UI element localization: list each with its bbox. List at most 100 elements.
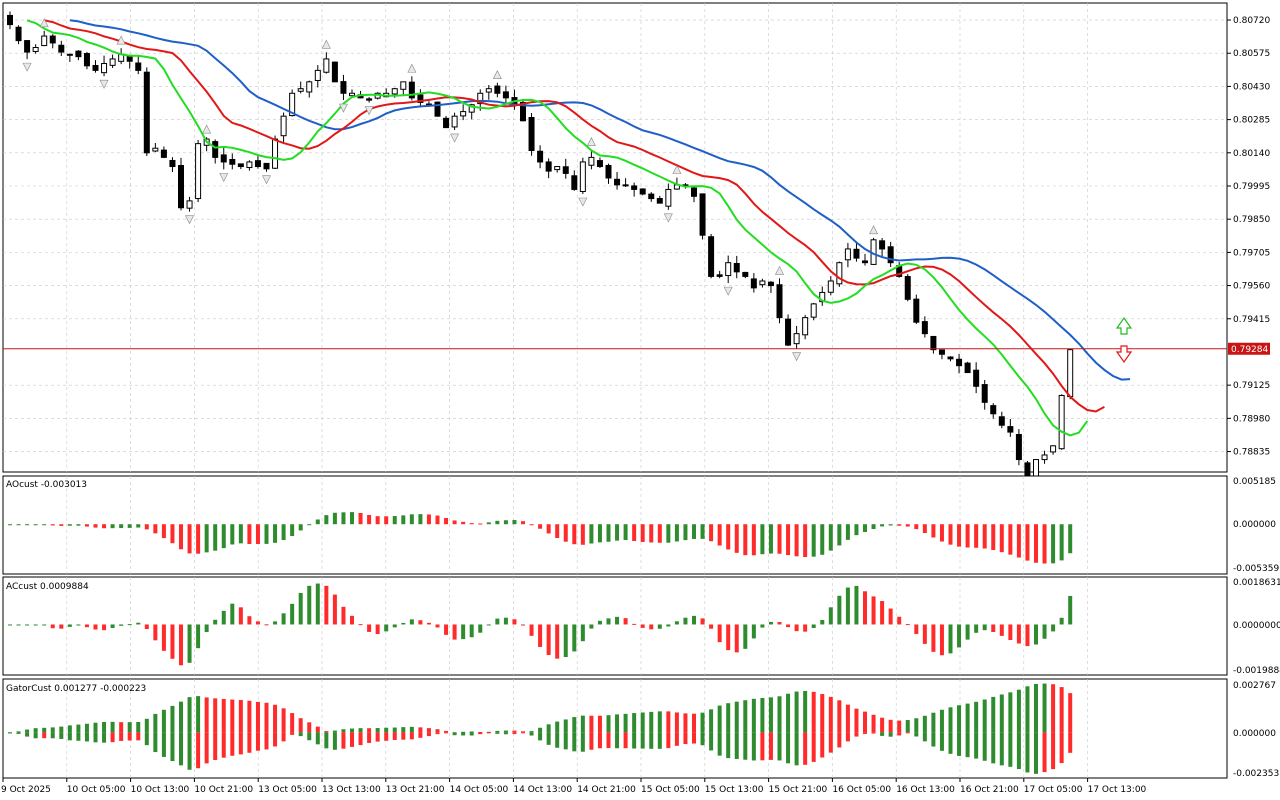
gator-upper-bar bbox=[1008, 692, 1013, 733]
ac-bar bbox=[743, 624, 748, 649]
ac-panel[interactable]: ACcust 0.0009884 bbox=[2, 576, 1228, 676]
fractal-down-icon bbox=[22, 62, 32, 72]
time-axis-label: 14 Oct 21:00 bbox=[577, 785, 636, 795]
gator-upper-bar bbox=[503, 730, 508, 733]
gator-upper-bar bbox=[674, 712, 679, 733]
fractal-up-icon bbox=[869, 225, 879, 235]
ac-bar bbox=[734, 624, 739, 653]
gator-upper-bar bbox=[632, 713, 637, 733]
ac-bar bbox=[751, 624, 756, 639]
gator-upper-bar bbox=[119, 722, 124, 733]
gator-upper-bar bbox=[435, 729, 440, 733]
ac-bar bbox=[931, 624, 936, 652]
bear-candle bbox=[596, 160, 603, 168]
ao-bar bbox=[700, 524, 705, 539]
gator-lower-bar bbox=[657, 732, 662, 749]
ao-bar bbox=[965, 524, 970, 548]
gator-upper-bar bbox=[281, 708, 286, 733]
gator-lower-bar bbox=[974, 732, 979, 759]
ao-bar bbox=[213, 524, 218, 551]
price-axis[interactable]: 0.80720 0.80575 0.80430 0.80285 0.80140 0.799… bbox=[1227, 16, 1270, 458]
bear-candle bbox=[656, 198, 663, 204]
ao-bar bbox=[461, 521, 466, 525]
gator-lower-bar bbox=[67, 732, 72, 741]
bear-candle bbox=[58, 44, 65, 53]
ac-bar bbox=[692, 615, 696, 625]
bull-candle bbox=[460, 111, 467, 117]
gator-upper-bar bbox=[794, 691, 799, 733]
fractal-markers bbox=[22, 18, 1041, 499]
gator-upper-bar bbox=[555, 721, 560, 733]
ao-bar bbox=[196, 524, 201, 554]
gator-upper-bar bbox=[367, 728, 372, 733]
gator-lower-bar bbox=[298, 732, 303, 737]
bull-candle bbox=[272, 138, 279, 169]
bear-candle bbox=[434, 101, 441, 117]
gator-lower-bar bbox=[230, 732, 235, 756]
ao-bar bbox=[563, 524, 568, 542]
ao-bar bbox=[324, 515, 329, 525]
ao-bar bbox=[546, 524, 551, 534]
bear-candle bbox=[83, 53, 90, 67]
ac-bar bbox=[42, 624, 47, 626]
price-axis-label: 0.80285 bbox=[1233, 116, 1270, 126]
ac-bar bbox=[281, 613, 286, 625]
bear-candle bbox=[15, 26, 22, 42]
ao-axis-max: 0.005185 bbox=[1233, 477, 1276, 487]
bear-candle bbox=[229, 158, 236, 165]
fractal-up-icon bbox=[492, 70, 502, 80]
ac-bar bbox=[854, 585, 859, 625]
bull-candle bbox=[1058, 394, 1065, 450]
ac-bar bbox=[324, 585, 329, 625]
gator-upper-bar bbox=[42, 727, 47, 733]
bear-candle bbox=[998, 416, 1005, 426]
gator-upper-bar bbox=[615, 714, 620, 733]
gator-lower-bar bbox=[281, 732, 286, 742]
ac-bar bbox=[213, 619, 218, 625]
gator-lower-bar bbox=[93, 732, 98, 743]
ao-bar bbox=[589, 524, 594, 544]
gator-upper-bar bbox=[298, 718, 303, 733]
ac-bar bbox=[102, 624, 107, 631]
ao-bar bbox=[734, 524, 739, 553]
gator-upper-bar bbox=[606, 715, 611, 733]
gator-lower-bar bbox=[572, 732, 577, 752]
ac-bar bbox=[230, 603, 235, 625]
ao-bar bbox=[1034, 524, 1038, 563]
ao-bar bbox=[982, 524, 987, 549]
gator-upper-bar bbox=[538, 727, 543, 733]
bear-candle bbox=[417, 94, 424, 103]
ac-bar bbox=[657, 624, 662, 629]
ao-panel[interactable]: AOcust -0.003013 bbox=[2, 475, 1228, 575]
ac-bar bbox=[444, 624, 449, 635]
gator-lower-bar bbox=[546, 732, 551, 745]
gator-panel[interactable]: GatorCust 0.001277 -0.000223 bbox=[2, 678, 1228, 779]
time-axis-label: 14 Oct 05:00 bbox=[450, 785, 509, 795]
ac-bar bbox=[649, 624, 654, 630]
ac-bar bbox=[469, 624, 474, 638]
time-axis-label: 14 Oct 13:00 bbox=[513, 785, 572, 795]
time-axis[interactable]: 9 Oct 2025 10 Oct 05:00 10 Oct 13:00 10 Oct… bbox=[1, 778, 1147, 795]
gator-lower-bar bbox=[332, 732, 337, 750]
ao-bar bbox=[426, 514, 431, 525]
alligator-teeth-line bbox=[43, 19, 1105, 413]
gator-lower-bar bbox=[991, 732, 996, 764]
gator-upper-bar bbox=[760, 697, 765, 733]
price-panel[interactable] bbox=[2, 2, 1228, 499]
time-axis-label: 15 Oct 21:00 bbox=[769, 785, 828, 795]
bear-candle bbox=[66, 53, 73, 56]
gator-lower-bar bbox=[803, 732, 808, 765]
bull-candle bbox=[246, 161, 253, 169]
gator-upper-bar bbox=[179, 701, 183, 733]
gator-upper-bar bbox=[341, 729, 346, 733]
ao-bar bbox=[469, 523, 474, 525]
gator-lower-bar bbox=[161, 732, 166, 757]
ac-bar bbox=[803, 624, 808, 632]
gator-lower-bar bbox=[597, 732, 602, 749]
gator-lower-bar bbox=[512, 732, 517, 735]
gator-upper-bar bbox=[717, 705, 722, 733]
gator-upper-bar bbox=[1016, 689, 1021, 733]
bear-candle bbox=[614, 178, 621, 186]
time-axis-label: 16 Oct 21:00 bbox=[960, 785, 1019, 795]
